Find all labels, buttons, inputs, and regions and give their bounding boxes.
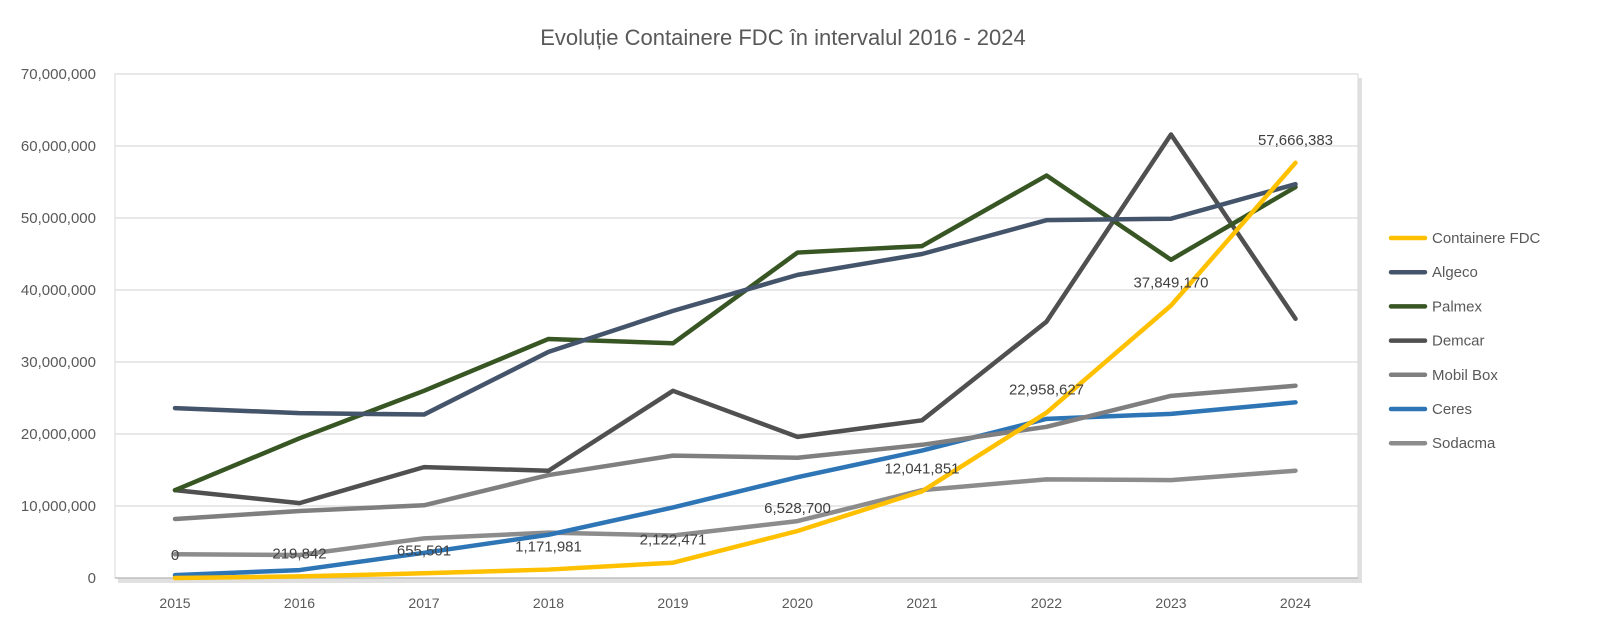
legend-label: Mobil Box [1432,367,1498,384]
legend-label: Algeco [1432,264,1478,281]
x-tick-label: 2019 [657,595,688,611]
x-tick-label: 2024 [1280,595,1311,611]
x-tick-label: 2022 [1031,595,1062,611]
data-label: 1,171,981 [515,539,582,556]
legend-label: Demcar [1432,333,1485,350]
series-line-containere-fdc [172,160,1298,581]
series-line-algeco [172,181,1298,417]
legend-label: Containere FDC [1432,230,1541,247]
legend-item: Ceres [1388,401,1472,418]
chart-title: Evoluție Containere FDC în intervalul 20… [540,25,1026,50]
y-tick-label: 10,000,000 [21,498,96,515]
data-label: 37,849,170 [1133,274,1208,291]
x-tick-label: 2017 [408,595,439,611]
x-tick-label: 2015 [159,595,190,611]
y-tick-label: 70,000,000 [21,66,96,83]
y-tick-label: 60,000,000 [21,138,96,155]
data-label: 219,842 [272,545,326,562]
legend-item: Containere FDC [1388,230,1541,247]
x-tick-label: 2020 [782,595,813,611]
x-tick-label: 2023 [1155,595,1186,611]
y-tick-label: 40,000,000 [21,282,96,299]
series-line-demcar [172,132,1298,506]
legend-item: Sodacma [1388,435,1496,452]
legend-item: Palmex [1388,298,1483,315]
data-label: 6,528,700 [764,500,831,517]
legend-item: Algeco [1388,264,1478,281]
data-label: 655,501 [397,542,451,559]
legend-label: Palmex [1432,298,1483,315]
series-line-ceres [172,400,1298,578]
data-label: 57,666,383 [1258,132,1333,149]
legend-label: Ceres [1432,401,1472,418]
y-tick-label: 30,000,000 [21,354,96,371]
data-label: 0 [171,547,179,564]
data-label: 12,041,851 [884,460,959,477]
data-label: 2,122,471 [640,532,707,549]
x-tick-label: 2021 [906,595,937,611]
legend-label: Sodacma [1432,435,1496,452]
series-line-sodacma [172,468,1298,558]
legend-item: Demcar [1388,333,1485,350]
y-tick-label: 0 [88,570,96,587]
x-tick-label: 2016 [284,595,315,611]
data-label: 22,958,627 [1009,382,1084,399]
series-line-mobil-box [172,383,1298,522]
y-tick-label: 50,000,000 [21,210,96,227]
y-tick-label: 20,000,000 [21,426,96,443]
legend-item: Mobil Box [1388,367,1498,384]
x-tick-label: 2018 [533,595,564,611]
